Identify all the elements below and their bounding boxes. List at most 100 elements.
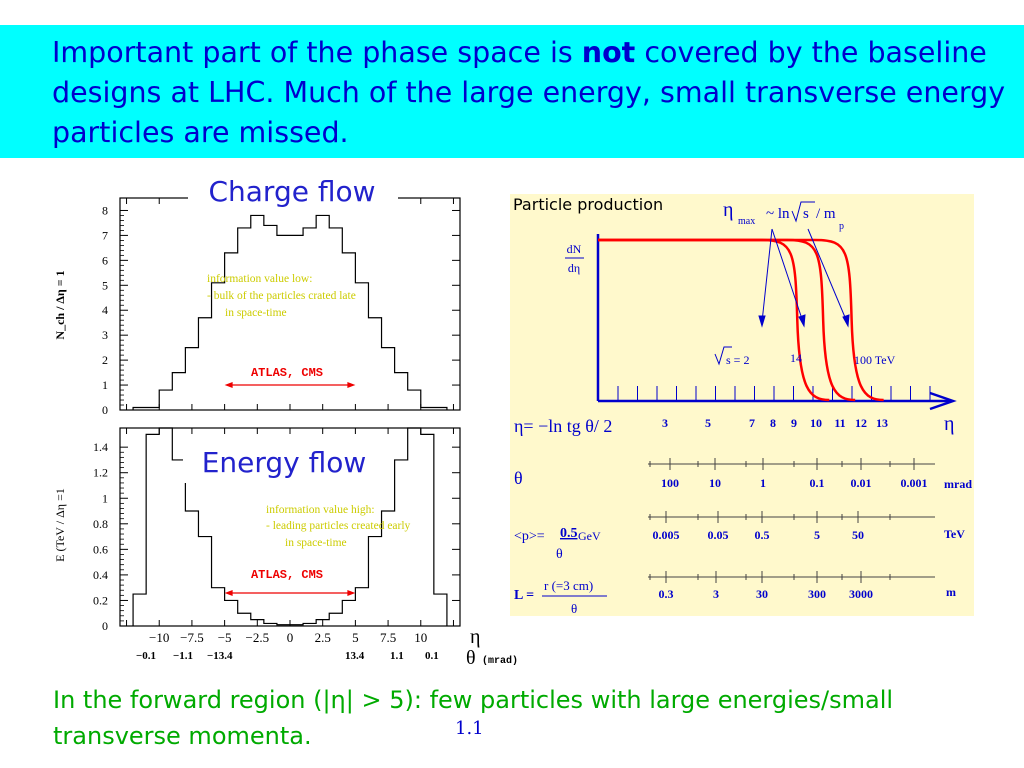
eta-max-m: / m	[816, 206, 836, 222]
theta-unit-label: (mrad)	[482, 655, 518, 667]
title-banner	[0, 25, 1024, 158]
eta-value-label: 7	[749, 416, 755, 430]
slide-footer: In the forward region (|η| > 5): few par…	[53, 686, 894, 750]
title-text-2: covered by the baseline designs at LHC. …	[52, 36, 1006, 149]
row-value-label: 30	[756, 587, 768, 601]
eta-value-label: 11	[834, 416, 845, 430]
theta-row-values: 100 10 1 0.1 0.01 0.001	[649, 458, 928, 490]
eta-tick-label: −2.5	[246, 630, 270, 645]
row-value-label: 300	[808, 587, 826, 601]
row-value-label: 0.005	[653, 528, 680, 542]
ytick-label: 1.2	[93, 466, 108, 480]
charge-flow-title: Charge flow	[208, 175, 375, 208]
ytick-label: 4	[102, 303, 108, 317]
row-value-label: 50	[852, 528, 864, 542]
row-value-label: 3	[713, 587, 719, 601]
production-curve	[598, 238, 830, 402]
range-arrow-left	[224, 382, 233, 388]
ytick-label: 0.8	[93, 517, 108, 531]
ytick-label: 6	[102, 253, 108, 267]
row-value-label: 0.5	[755, 528, 770, 542]
production-curve	[598, 238, 884, 402]
charge-flow-plot: 0 1 2 3 4 5 6 7 8	[102, 198, 460, 417]
row-value-label: 3000	[849, 587, 873, 601]
l-row-label: L =	[514, 588, 534, 603]
ytick-label: 7	[102, 228, 108, 242]
row-value-label: 0.3	[659, 587, 674, 601]
eta-tick-label: 7.5	[380, 630, 396, 645]
charge-flow-title-bg	[188, 173, 398, 213]
theta-tick-left-0: −0.1	[136, 650, 156, 662]
eta-max-rel: ~ ln	[766, 206, 790, 222]
energy-annotation-line3: in space-time	[285, 537, 347, 549]
ytick-label: 1	[102, 491, 108, 505]
title-bold-word: not	[581, 36, 636, 69]
ytick-label: 8	[102, 203, 108, 217]
slide-title: Important part of the phase space is not…	[52, 33, 1012, 153]
ytick-label: 1.4	[93, 440, 108, 454]
eta-value-label: 5	[705, 416, 711, 430]
p-row-num: 0.5	[560, 526, 578, 541]
charge-annotation-line2: - bulk of the particles crated late	[207, 290, 356, 302]
l-row-den: θ	[571, 601, 577, 616]
range-arrow-right	[347, 382, 356, 388]
p-row-unit: TeV	[944, 527, 965, 541]
charge-range-label: ATLAS, CMS	[251, 366, 323, 380]
panel-title: Particle production	[513, 195, 663, 214]
theta-tick-right-0: 13.4	[345, 650, 365, 662]
eta-value-label: 8	[770, 416, 776, 430]
charge-flow-ylabel: N_ch / Δη = 1	[53, 270, 67, 339]
ytick-label: 0	[102, 619, 108, 633]
p-row-label: <p>=	[514, 529, 545, 544]
charge-annotation-line3: in space-time	[225, 307, 287, 319]
row-value-label: 1	[760, 476, 766, 490]
eta-axis-ticks	[617, 386, 931, 401]
particle-production-panel: Particle production dN dη η max ~ ln s /…	[510, 194, 974, 616]
ytick-label: 0.6	[93, 542, 108, 556]
ytick-label: 5	[102, 278, 108, 292]
row-value-label: 0.05	[708, 528, 729, 542]
ytick-label: 0	[102, 403, 108, 417]
charge-annotation-line1: information value low:	[207, 273, 312, 285]
row-value-label: 0.001	[901, 476, 928, 490]
row-value-label: 0.1	[810, 476, 825, 490]
title-text-1: Important part of the phase space is	[52, 36, 582, 69]
eta-tick-label: 0	[287, 630, 294, 645]
eta-row-label: η	[944, 413, 954, 435]
eta-tick-label: 5	[352, 630, 359, 645]
row-value-label: 5	[814, 528, 820, 542]
eta-max-arrows	[758, 228, 850, 328]
eta-tick-label: −5	[218, 630, 232, 645]
sqrt-sign	[791, 201, 815, 223]
eta-max-s: s	[803, 206, 809, 222]
eta-value-label: 10	[810, 416, 822, 430]
curve-label-100: 100 TeV	[854, 353, 896, 367]
energy-annotation-line2: - leading particles created early	[266, 520, 411, 532]
panel-background	[510, 194, 974, 616]
theta-tick-left-2: −13.4	[207, 650, 233, 662]
deta-label: dη	[568, 261, 580, 275]
energy-flow-plot: 0 0.2 0.4 0.6 0.8 1 1.2 1.4 −10 −7.5 −5 −2.5 0 2.5 5 7.…	[93, 427, 460, 645]
l-row-unit: m	[946, 585, 956, 599]
l-row-num: r (=3 cm)	[544, 578, 593, 593]
eta-max-symbol: η	[723, 199, 733, 221]
p-row-values: 0.005 0.05 0.5 5 50	[649, 511, 891, 542]
eta-value-label: 9	[791, 416, 797, 430]
energy-flow-ylabel: E (TeV / Δη =1	[53, 488, 67, 562]
theta-tick-left-1: −1.1	[173, 650, 193, 662]
theta-tick-right-1: 1.1	[390, 650, 404, 662]
ytick-label: 2	[102, 353, 108, 367]
curve-label-14: 14	[790, 351, 802, 365]
row-value-label: 10	[709, 476, 721, 490]
theta-row-label: θ	[514, 468, 523, 488]
theta-row-unit: mrad	[944, 477, 972, 491]
eta-value-label: 13	[876, 416, 888, 430]
range-arrow-right	[347, 590, 356, 596]
eta-tick-label: 10	[414, 630, 427, 645]
eta-max-p: p	[839, 221, 844, 232]
production-curves	[598, 238, 884, 402]
ytick-label: 3	[102, 328, 108, 342]
eta-tick-label: −7.5	[180, 630, 204, 645]
eta-value-label: 12	[855, 416, 867, 430]
